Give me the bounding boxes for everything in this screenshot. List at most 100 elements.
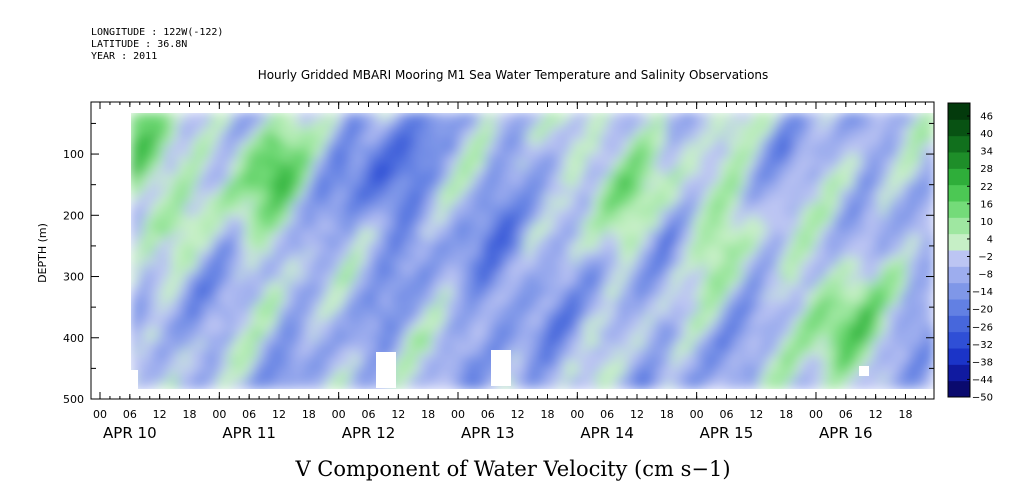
heatmap-cell — [331, 216, 339, 224]
heatmap-cell — [344, 209, 353, 217]
heatmap-cell — [639, 209, 647, 217]
heatmap-cell — [786, 195, 794, 204]
heatmap-cell — [418, 229, 426, 238]
heatmap-cell — [752, 319, 761, 328]
heatmap-cell — [726, 119, 734, 128]
heatmap-cell — [746, 347, 754, 355]
heatmap-cell — [665, 188, 674, 197]
heatmap-cell — [806, 209, 815, 217]
heatmap-cell — [358, 347, 366, 355]
heatmap-cell — [344, 285, 353, 293]
heatmap-cell — [170, 243, 179, 252]
heatmap-cell — [398, 236, 406, 245]
heatmap-cell — [859, 319, 868, 328]
heatmap-cell — [873, 312, 881, 321]
heatmap-cell — [839, 181, 848, 190]
heatmap-cell — [672, 167, 681, 176]
heatmap-cell — [699, 188, 707, 197]
heatmap-cell — [491, 250, 500, 259]
heatmap-cell — [284, 167, 293, 176]
heatmap-cell — [859, 113, 868, 121]
heatmap-cell — [759, 319, 768, 328]
heatmap-cell — [498, 140, 507, 148]
heatmap-cell — [926, 209, 934, 217]
heatmap-cell — [893, 271, 902, 280]
heatmap-cell — [612, 174, 620, 183]
heatmap-cell — [712, 209, 721, 217]
heatmap-cell — [846, 167, 855, 176]
heatmap-cell — [224, 113, 232, 121]
heatmap-cell — [612, 181, 620, 190]
heatmap-cell — [170, 271, 179, 280]
heatmap-cell — [511, 153, 520, 162]
heatmap-cell — [578, 147, 587, 155]
heatmap-cell — [177, 340, 186, 349]
heatmap-cell — [712, 333, 721, 342]
heatmap-cell — [445, 167, 453, 176]
heatmap-cell — [672, 257, 681, 266]
heatmap-cell — [893, 367, 902, 376]
heatmap-cell — [859, 250, 868, 259]
heatmap-cell — [712, 360, 721, 369]
heatmap-cell — [612, 298, 620, 307]
heatmap-cell — [244, 160, 252, 169]
heatmap-cell — [565, 195, 574, 204]
heatmap-cell — [558, 243, 567, 252]
heatmap-cell — [418, 140, 426, 148]
heatmap-cell — [411, 250, 420, 259]
heatmap-cell — [451, 285, 460, 293]
heatmap-cell — [445, 181, 453, 190]
heatmap-cell — [324, 333, 333, 342]
heatmap-cell — [398, 209, 406, 217]
heatmap-cell — [271, 202, 279, 211]
heatmap-cell — [471, 222, 480, 231]
heatmap-cell — [210, 319, 219, 328]
heatmap-cell — [538, 367, 547, 376]
heatmap-cell — [163, 374, 172, 383]
heatmap-cell — [792, 360, 801, 369]
heatmap-cell — [331, 305, 339, 314]
heatmap-cell — [833, 340, 841, 349]
heatmap-cell — [197, 222, 206, 231]
heatmap-cell — [786, 147, 794, 155]
heatmap-cell — [498, 113, 507, 121]
heatmap-cell — [465, 250, 473, 259]
heatmap-cell — [438, 216, 447, 224]
heatmap-cell — [565, 216, 574, 224]
heatmap-cell — [224, 291, 232, 300]
heatmap-cell — [465, 305, 473, 314]
heatmap-cell — [297, 340, 306, 349]
heatmap-cell — [639, 319, 647, 328]
heatmap-cell — [404, 347, 413, 355]
heatmap-cell — [552, 374, 560, 383]
heatmap-cell — [685, 250, 694, 259]
heatmap-cell — [545, 195, 554, 204]
heatmap-cell — [284, 209, 293, 217]
heatmap-cell — [184, 305, 192, 314]
heatmap-cell — [445, 291, 453, 300]
heatmap-cell — [612, 381, 620, 389]
heatmap-cell — [705, 243, 714, 252]
heatmap-cell — [873, 264, 881, 273]
heatmap-cell — [598, 126, 607, 135]
heatmap-cell — [498, 271, 507, 280]
heatmap-cell — [839, 354, 848, 362]
heatmap-cell — [324, 264, 333, 273]
heatmap-cell — [532, 236, 540, 245]
heatmap-cells — [131, 113, 934, 389]
heatmap-cell — [572, 195, 580, 204]
heatmap-cell — [893, 278, 902, 286]
heatmap-cell — [578, 340, 587, 349]
heatmap-cell — [625, 326, 634, 335]
heatmap-cell — [705, 188, 714, 197]
heatmap-cell — [264, 374, 273, 383]
heatmap-cell — [572, 305, 580, 314]
heatmap-cell — [879, 140, 888, 148]
heatmap-cell — [137, 381, 145, 389]
heatmap-cell — [819, 160, 828, 169]
heatmap-cell — [893, 333, 902, 342]
heatmap-cell — [150, 360, 159, 369]
heatmap-cell — [886, 167, 895, 176]
heatmap-cell — [792, 181, 801, 190]
heatmap-cell — [545, 181, 554, 190]
